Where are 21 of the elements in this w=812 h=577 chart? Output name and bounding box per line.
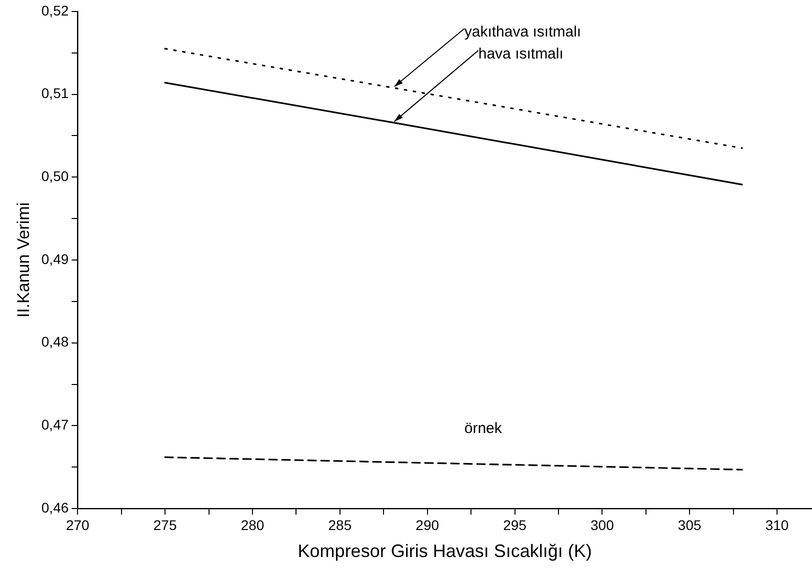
y-axis-title: II.Kanun Verimi bbox=[14, 202, 33, 318]
text: yakıthava ısıtmalı bbox=[464, 24, 582, 41]
y-tick-label: 0,51 bbox=[41, 85, 69, 102]
text: hava ısıtmalı bbox=[478, 45, 564, 62]
y-tick-label: 0,50 bbox=[41, 168, 69, 184]
y-tick-label: 0,47 bbox=[41, 416, 69, 433]
y-tick-label: 0,46 bbox=[41, 499, 69, 516]
y-tick-label: 0,52 bbox=[41, 2, 69, 18]
y-tick-label: 0,48 bbox=[41, 334, 69, 350]
x-tick-label: 280 bbox=[240, 516, 264, 533]
x-tick-label: 275 bbox=[153, 516, 177, 533]
series-label: örnek bbox=[464, 420, 502, 438]
x-tick-label: 285 bbox=[328, 516, 352, 533]
x-tick-label: 305 bbox=[678, 516, 702, 533]
x-tick-label: 300 bbox=[590, 516, 614, 533]
y-tick-label: 0,49 bbox=[41, 250, 69, 267]
x-axis-title: Kompresor Giris Havası Sıcaklığı (K) bbox=[298, 541, 592, 562]
x-tick-label: 270 bbox=[66, 516, 90, 533]
x-tick-label: 310 bbox=[765, 516, 789, 533]
x-tick-label: 295 bbox=[503, 516, 527, 533]
x-tick-label: 290 bbox=[416, 516, 440, 533]
